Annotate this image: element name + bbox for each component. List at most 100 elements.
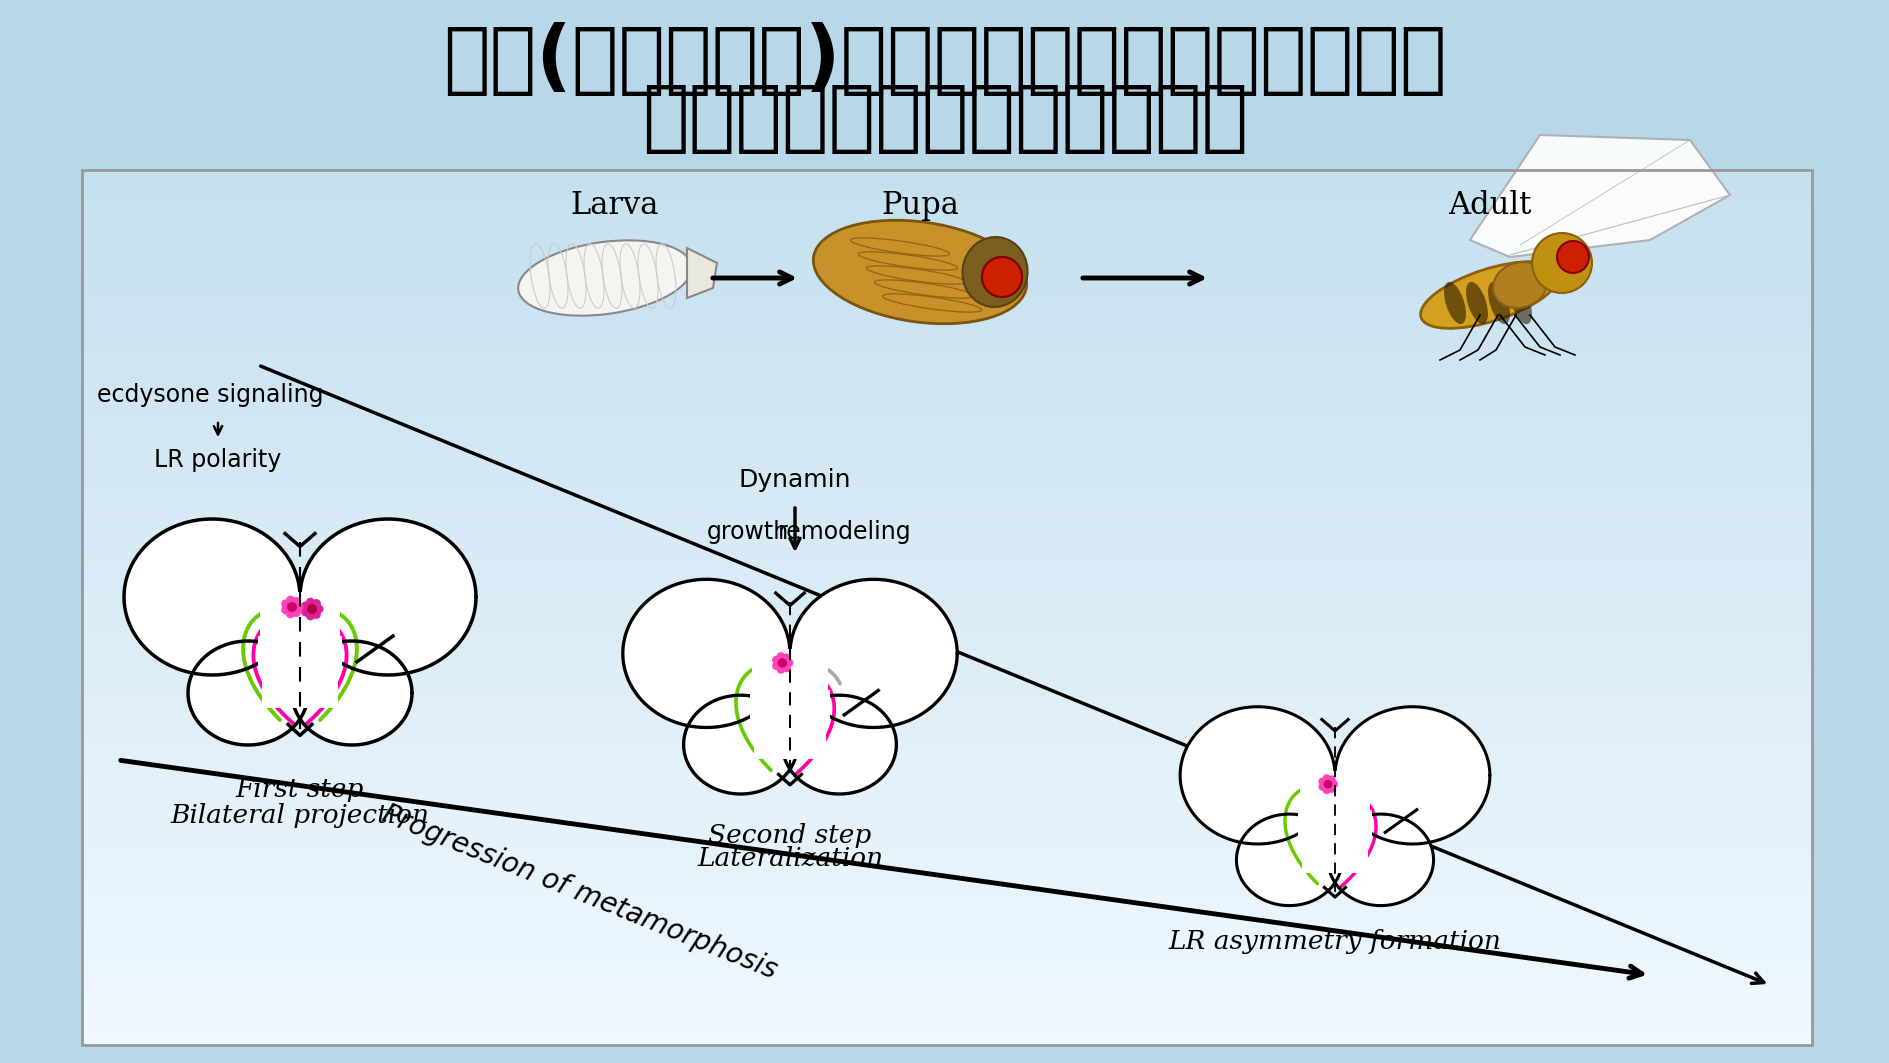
Circle shape bbox=[1557, 241, 1589, 273]
Bar bbox=[81, 362, 1812, 372]
Text: Adult: Adult bbox=[1447, 189, 1530, 220]
Bar bbox=[81, 687, 1812, 696]
Bar bbox=[81, 975, 1812, 984]
Bar bbox=[81, 433, 1812, 442]
Bar bbox=[81, 371, 1812, 381]
Bar bbox=[81, 170, 1812, 180]
Polygon shape bbox=[1235, 814, 1341, 906]
Bar bbox=[81, 765, 1812, 775]
Circle shape bbox=[782, 663, 790, 673]
Bar bbox=[81, 485, 1812, 494]
Bar bbox=[81, 617, 1812, 626]
Bar bbox=[81, 756, 1812, 766]
Ellipse shape bbox=[1443, 282, 1466, 324]
Bar bbox=[81, 931, 1812, 941]
Bar bbox=[81, 923, 1812, 932]
Bar bbox=[81, 1028, 1812, 1037]
Bar bbox=[81, 888, 1812, 897]
Polygon shape bbox=[765, 701, 814, 774]
Bar bbox=[81, 415, 1812, 425]
Circle shape bbox=[300, 602, 310, 610]
Bar bbox=[81, 722, 1812, 731]
Bar bbox=[81, 459, 1812, 469]
Text: Bilateral projection: Bilateral projection bbox=[170, 803, 429, 827]
Bar bbox=[81, 879, 1812, 889]
Text: Progression of metamorphosis: Progression of metamorphosis bbox=[378, 799, 782, 984]
Bar bbox=[81, 222, 1812, 232]
Polygon shape bbox=[756, 673, 824, 736]
Polygon shape bbox=[264, 617, 334, 684]
Text: Lateralization: Lateralization bbox=[697, 845, 882, 871]
Bar bbox=[81, 187, 1812, 198]
Polygon shape bbox=[754, 703, 825, 759]
Bar bbox=[81, 896, 1812, 906]
Circle shape bbox=[1322, 787, 1330, 794]
Polygon shape bbox=[782, 695, 895, 794]
Polygon shape bbox=[125, 519, 300, 675]
Text: growth: growth bbox=[706, 520, 790, 544]
Circle shape bbox=[287, 602, 297, 612]
Bar bbox=[81, 319, 1812, 328]
Circle shape bbox=[314, 605, 323, 613]
Circle shape bbox=[982, 257, 1022, 297]
Polygon shape bbox=[1470, 135, 1728, 257]
Polygon shape bbox=[276, 646, 325, 724]
Bar bbox=[81, 695, 1812, 705]
Bar bbox=[81, 983, 1812, 994]
Ellipse shape bbox=[1487, 282, 1509, 324]
Text: LR polarity: LR polarity bbox=[155, 448, 281, 472]
Bar bbox=[81, 836, 1812, 845]
Bar bbox=[81, 861, 1812, 871]
Bar bbox=[81, 493, 1812, 504]
Bar bbox=[81, 205, 1812, 215]
Ellipse shape bbox=[962, 237, 1028, 307]
Bar bbox=[81, 406, 1812, 416]
Circle shape bbox=[281, 606, 291, 614]
Polygon shape bbox=[1298, 810, 1371, 837]
Bar bbox=[81, 634, 1812, 643]
Bar bbox=[81, 240, 1812, 250]
Circle shape bbox=[776, 658, 786, 668]
Bar bbox=[81, 1010, 1812, 1019]
Circle shape bbox=[300, 608, 310, 617]
Bar bbox=[81, 958, 1812, 967]
Bar bbox=[81, 476, 1812, 486]
Bar bbox=[81, 538, 1812, 547]
Circle shape bbox=[291, 608, 300, 617]
Ellipse shape bbox=[1509, 282, 1532, 324]
Polygon shape bbox=[686, 248, 716, 298]
Polygon shape bbox=[1328, 814, 1432, 906]
Bar bbox=[81, 966, 1812, 976]
Bar bbox=[81, 424, 1812, 434]
Circle shape bbox=[782, 654, 790, 662]
Bar bbox=[81, 1036, 1812, 1046]
Polygon shape bbox=[1303, 793, 1366, 851]
Bar bbox=[81, 826, 1812, 836]
Bar bbox=[81, 197, 1812, 206]
Polygon shape bbox=[259, 636, 342, 667]
Bar bbox=[81, 546, 1812, 556]
Polygon shape bbox=[623, 579, 790, 727]
Bar bbox=[81, 179, 1812, 188]
Text: remodeling: remodeling bbox=[778, 520, 910, 544]
Polygon shape bbox=[270, 574, 331, 644]
Polygon shape bbox=[761, 631, 818, 698]
Text: 左脳(図では右側)にある神経突起が刈り取られ: 左脳(図では右側)にある神経突起が刈り取られ bbox=[444, 22, 1445, 98]
Text: LR asymmetry formation: LR asymmetry formation bbox=[1167, 929, 1500, 955]
Circle shape bbox=[312, 610, 321, 619]
Circle shape bbox=[1330, 780, 1337, 788]
Circle shape bbox=[1532, 233, 1591, 293]
Circle shape bbox=[285, 595, 295, 605]
Bar bbox=[81, 379, 1812, 390]
Text: ecdysone signaling: ecdysone signaling bbox=[96, 383, 323, 407]
Bar bbox=[81, 940, 1812, 949]
Polygon shape bbox=[790, 579, 956, 727]
Bar bbox=[81, 949, 1812, 959]
Circle shape bbox=[1319, 782, 1326, 791]
Bar bbox=[81, 450, 1812, 460]
Bar bbox=[81, 660, 1812, 670]
Bar bbox=[81, 441, 1812, 451]
Bar bbox=[81, 1001, 1812, 1011]
Polygon shape bbox=[291, 641, 412, 745]
Circle shape bbox=[773, 656, 780, 664]
